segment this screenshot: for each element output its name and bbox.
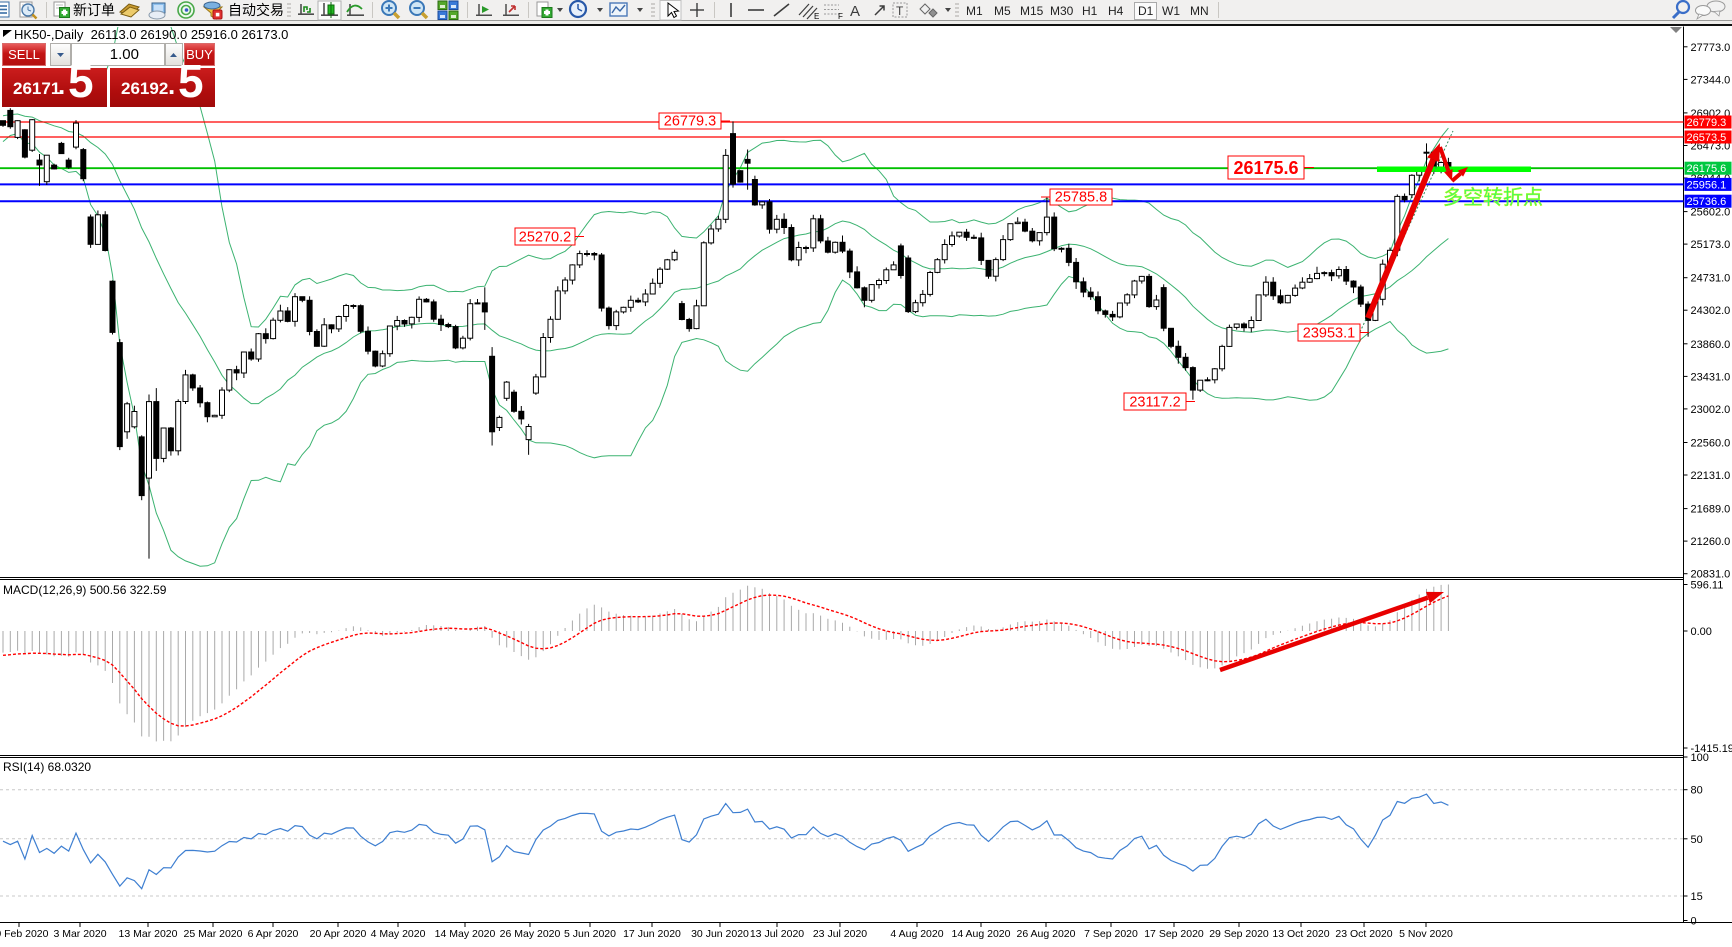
svg-text:27344.0: 27344.0 [1691, 74, 1731, 86]
svg-text:21260.0: 21260.0 [1691, 536, 1731, 548]
svg-text:26779.3: 26779.3 [664, 114, 716, 130]
svg-text:13 Mar 2020: 13 Mar 2020 [119, 928, 178, 940]
svg-text:26 Aug 2020: 26 Aug 2020 [1017, 928, 1076, 940]
svg-text:25173.0: 25173.0 [1691, 239, 1731, 251]
svg-text:100: 100 [1691, 752, 1709, 764]
svg-text:15: 15 [1691, 891, 1703, 903]
svg-text:10 Feb 2020: 10 Feb 2020 [0, 928, 49, 940]
svg-text:26175.6: 26175.6 [1233, 158, 1298, 178]
svg-text:26573.5: 26573.5 [1687, 132, 1727, 144]
svg-text:25602.0: 25602.0 [1691, 207, 1731, 219]
svg-text:22560.0: 22560.0 [1691, 438, 1731, 450]
svg-text:4 Aug 2020: 4 Aug 2020 [890, 928, 943, 940]
svg-text:5 Nov 2020: 5 Nov 2020 [1399, 928, 1453, 940]
svg-text:27773.0: 27773.0 [1691, 42, 1731, 54]
svg-text:14 May 2020: 14 May 2020 [435, 928, 496, 940]
svg-text:20 Apr 2020: 20 Apr 2020 [310, 928, 367, 940]
svg-text:21689.0: 21689.0 [1691, 504, 1731, 516]
svg-text:5 Jun 2020: 5 Jun 2020 [564, 928, 616, 940]
svg-text:30 Jun 2020: 30 Jun 2020 [691, 928, 749, 940]
svg-text:23431.0: 23431.0 [1691, 371, 1731, 383]
svg-text:13 Jul 2020: 13 Jul 2020 [750, 928, 804, 940]
svg-text:17 Jun 2020: 17 Jun 2020 [623, 928, 681, 940]
svg-text:RSI(14) 68.0320: RSI(14) 68.0320 [3, 760, 91, 774]
svg-text:多空转折点: 多空转折点 [1443, 186, 1543, 209]
svg-text:26175.6: 26175.6 [1687, 163, 1727, 175]
svg-text:80: 80 [1691, 785, 1703, 797]
svg-text:23860.0: 23860.0 [1691, 339, 1731, 351]
svg-text:23 Oct 2020: 23 Oct 2020 [1335, 928, 1392, 940]
svg-text:17 Sep 2020: 17 Sep 2020 [1144, 928, 1204, 940]
svg-text:22131.0: 22131.0 [1691, 470, 1731, 482]
svg-text:14 Aug 2020: 14 Aug 2020 [952, 928, 1011, 940]
svg-text:23 Jul 2020: 23 Jul 2020 [813, 928, 867, 940]
svg-text:25736.6: 25736.6 [1687, 196, 1727, 208]
svg-text:6 Apr 2020: 6 Apr 2020 [248, 928, 299, 940]
svg-text:25956.1: 25956.1 [1687, 179, 1727, 191]
svg-text:23117.2: 23117.2 [1129, 395, 1180, 411]
svg-text:596.11: 596.11 [1691, 580, 1724, 592]
svg-text:29 Sep 2020: 29 Sep 2020 [1209, 928, 1269, 940]
svg-text:13 Oct 2020: 13 Oct 2020 [1272, 928, 1329, 940]
svg-text:MACD(12,26,9) 500.56 322.59: MACD(12,26,9) 500.56 322.59 [3, 583, 167, 597]
svg-text:50: 50 [1691, 834, 1703, 846]
svg-text:23002.0: 23002.0 [1691, 404, 1731, 416]
svg-text:0.00: 0.00 [1691, 626, 1712, 638]
svg-text:4 May 2020: 4 May 2020 [371, 928, 426, 940]
svg-text:25785.8: 25785.8 [1055, 190, 1107, 206]
svg-text:26 May 2020: 26 May 2020 [500, 928, 561, 940]
svg-text:0: 0 [1691, 916, 1697, 928]
svg-text:23953.1: 23953.1 [1303, 326, 1355, 342]
svg-text:25270.2: 25270.2 [519, 230, 571, 246]
svg-text:24731.0: 24731.0 [1691, 273, 1731, 285]
svg-text:3 Mar 2020: 3 Mar 2020 [53, 928, 106, 940]
svg-text:7 Sep 2020: 7 Sep 2020 [1084, 928, 1138, 940]
svg-text:25 Mar 2020: 25 Mar 2020 [184, 928, 243, 940]
svg-text:24302.0: 24302.0 [1691, 305, 1731, 317]
svg-text:26779.3: 26779.3 [1687, 117, 1727, 129]
